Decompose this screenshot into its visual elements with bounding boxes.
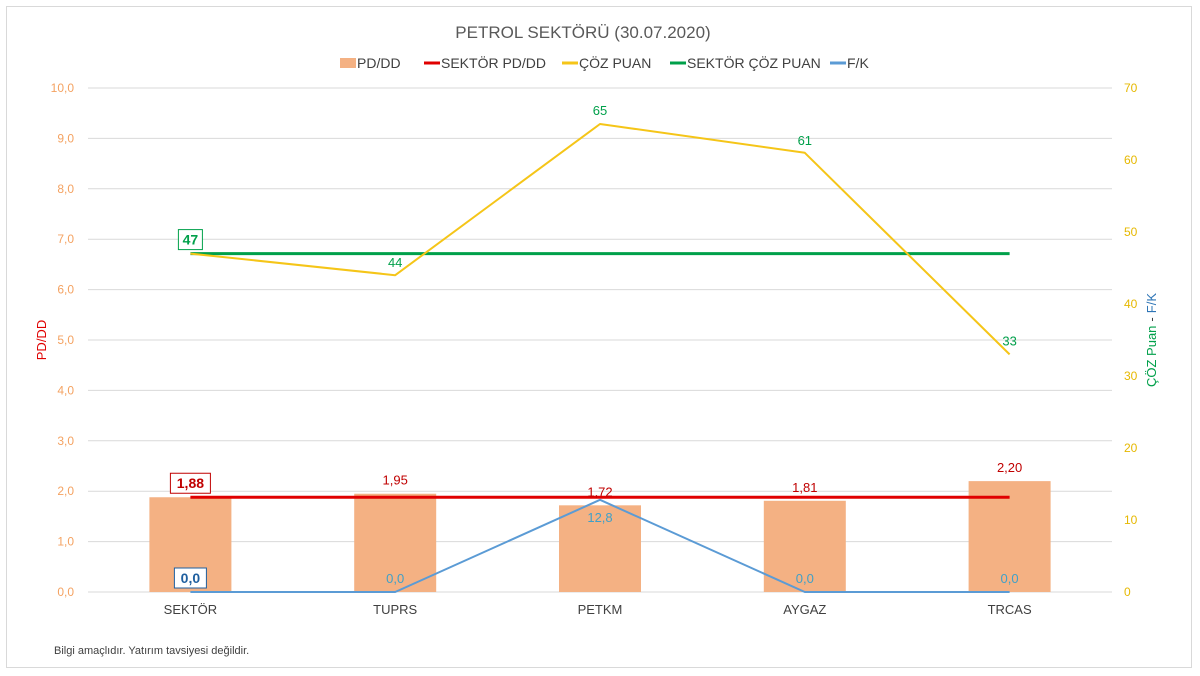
data-label-fk: 0,0 [386, 571, 404, 586]
data-label-coz-puan: 33 [1002, 333, 1016, 348]
data-labels: 1,88 1,95 1,72 1,81 2,20 47 44 65 61 33 0,0 0,0 12,8… [169, 103, 1022, 589]
y-tick-right: 20 [1124, 441, 1138, 455]
y-tick-right: 10 [1124, 513, 1138, 527]
bar-pd-dd [763, 500, 846, 592]
y-tick-left: 0,0 [57, 585, 74, 599]
data-label-pd-dd-box [169, 472, 211, 494]
y-tick-left: 7,0 [57, 232, 74, 246]
data-label-coz-puan-box [177, 229, 203, 251]
y-tick-left: 2,0 [57, 484, 74, 498]
chart-title: PETROL SEKTÖRÜ (30.07.2020) [455, 23, 710, 42]
data-label-fk: 0,0 [181, 570, 201, 586]
y-tick-right: 40 [1124, 297, 1138, 311]
legend-label: SEKTÖR ÇÖZ PUAN [687, 54, 821, 71]
y-axis-right-label-part1: ÇÖZ Puan [1144, 326, 1159, 387]
data-label-coz-puan: 65 [593, 103, 607, 118]
x-category-label: SEKTÖR [164, 602, 217, 617]
disclaimer-note: Bilgi amaçlıdır. Yatırım tavsiyesi değil… [54, 645, 249, 657]
data-label-pd-dd: 2,20 [997, 460, 1022, 475]
data-label-pd-dd: 1,95 [383, 473, 408, 488]
x-category-label: TUPRS [373, 602, 417, 617]
bar-pd-dd [968, 481, 1051, 592]
y-tick-left: 4,0 [57, 383, 74, 397]
pd-dd-bars [149, 481, 1051, 592]
legend-label: PD/DD [357, 55, 401, 71]
y-tick-left: 10,0 [51, 81, 75, 95]
data-label-coz-puan: 47 [183, 232, 199, 248]
x-category-label: TRCAS [988, 602, 1032, 617]
legend: PD/DD SEKTÖR PD/DD ÇÖZ PUAN SEKTÖR ÇÖZ PUAN… [340, 54, 869, 71]
x-category-label: AYGAZ [783, 602, 826, 617]
legend-label: ÇÖZ PUAN [579, 54, 651, 71]
y-tick-left: 1,0 [57, 535, 74, 549]
chart-frame [6, 6, 1192, 668]
data-label-fk: 0,0 [1001, 571, 1019, 586]
bar-pd-dd [559, 505, 641, 592]
y-axis-left-ticks: 0,0 1,0 2,0 3,0 4,0 5,0 6,0 7,0 8,0 9,0 10,0 [51, 81, 75, 599]
data-label-coz-puan: 61 [798, 133, 812, 148]
y-tick-left: 9,0 [57, 131, 74, 145]
y-tick-left: 3,0 [57, 434, 74, 448]
y-tick-right: 60 [1124, 153, 1138, 167]
line-coz-puan [190, 123, 1011, 356]
y-axis-left-label: PD/DD [34, 320, 49, 360]
legend-label: F/K [847, 55, 869, 71]
y-tick-right: 70 [1124, 81, 1138, 95]
y-axis-right-label-part2: F/K [1144, 293, 1159, 314]
y-axis-right-label: ÇÖZ Puan - F/K [1144, 293, 1159, 387]
data-label-fk-box [173, 567, 207, 589]
legend-label: SEKTÖR PD/DD [441, 54, 546, 71]
y-tick-left: 6,0 [57, 283, 74, 297]
y-tick-right: 30 [1124, 369, 1138, 383]
bar-pd-dd [354, 493, 437, 592]
data-label-pd-dd: 1,81 [792, 480, 817, 495]
y-tick-right: 0 [1124, 585, 1131, 599]
legend-swatch [340, 58, 356, 68]
y-axis-right-label-sep: - [1144, 317, 1159, 321]
x-axis-categories: SEKTÖR TUPRS PETKM AYGAZ TRCAS [164, 602, 1032, 617]
data-label-pd-dd: 1,88 [177, 475, 204, 491]
x-category-label: PETKM [578, 602, 623, 617]
data-label-fk: 12,8 [587, 510, 612, 525]
y-tick-left: 8,0 [57, 182, 74, 196]
data-label-pd-dd: 1,72 [587, 484, 612, 499]
data-label-fk: 0,0 [796, 571, 814, 586]
y-axis-right-ticks: 0 10 20 30 40 50 60 70 [1124, 81, 1138, 599]
line-fk [190, 498, 1010, 593]
y-tick-right: 50 [1124, 225, 1138, 239]
y-tick-left: 5,0 [57, 333, 74, 347]
series-lines [190, 123, 1011, 593]
data-label-coz-puan: 44 [388, 255, 402, 270]
